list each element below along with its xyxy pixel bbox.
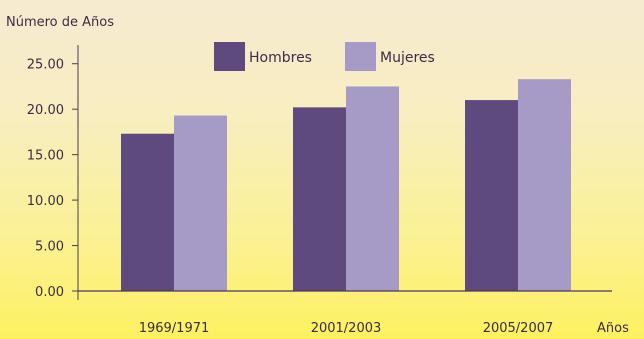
x-tick-label: 2005/2007 bbox=[483, 321, 554, 336]
y-axis-label: Número de Años bbox=[6, 15, 114, 30]
y-tick-label: 20.00 bbox=[27, 103, 64, 118]
legend-label-mujeres: Mujeres bbox=[380, 50, 435, 66]
bar-hombres-3 bbox=[465, 100, 518, 291]
x-tick-label: 2001/2003 bbox=[311, 321, 382, 336]
y-tick-label: 15.00 bbox=[27, 149, 64, 164]
legend-label-hombres: Hombres bbox=[249, 50, 312, 66]
x-axis-label: Años bbox=[597, 321, 629, 336]
y-ticks: 0.00 5.00 10.00 15.00 20.00 25.00 bbox=[27, 58, 78, 300]
y-tick-label: 25.00 bbox=[27, 58, 64, 73]
y-tick-label: 5.00 bbox=[35, 240, 64, 255]
bar-mujeres-1 bbox=[174, 115, 227, 291]
y-tick-label: 10.00 bbox=[27, 194, 64, 209]
bar-mujeres-3 bbox=[518, 79, 571, 291]
x-ticks: 1969/1971 2001/2003 2005/2007 bbox=[139, 321, 554, 336]
bar-mujeres-2 bbox=[346, 86, 399, 291]
bar-hombres-2 bbox=[293, 107, 346, 291]
legend-swatch-mujeres bbox=[345, 42, 376, 71]
legend: Hombres Mujeres bbox=[214, 42, 435, 71]
bars bbox=[121, 79, 571, 291]
x-tick-label: 1969/1971 bbox=[139, 321, 210, 336]
bar-hombres-1 bbox=[121, 133, 174, 291]
legend-swatch-hombres bbox=[214, 42, 245, 71]
y-tick-label: 0.00 bbox=[35, 285, 64, 300]
